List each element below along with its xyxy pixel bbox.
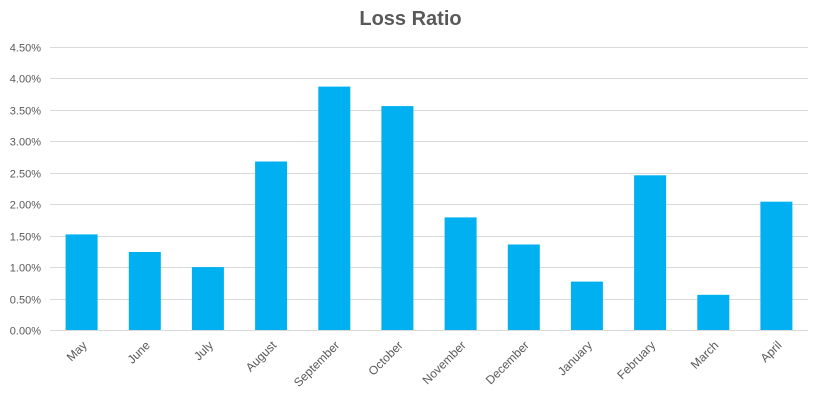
x-category-label: January (555, 338, 595, 378)
bar-december (507, 244, 540, 330)
y-tick-label: 4.50% (10, 43, 41, 55)
x-category-label: May (64, 338, 90, 364)
x-category-label: September (291, 338, 342, 389)
bar-may (65, 234, 98, 330)
bar-february (634, 175, 667, 330)
chart-title: Loss Ratio (359, 8, 462, 30)
y-tick-label: 4.00% (10, 74, 41, 86)
bar-november (444, 217, 477, 330)
bar-october (381, 106, 414, 330)
y-tick-label: 3.00% (10, 137, 41, 149)
y-tick-label: 3.50% (10, 106, 41, 118)
x-category-label: December (483, 338, 532, 387)
y-tick-label: 1.00% (10, 263, 41, 275)
x-category-label: November (420, 338, 469, 387)
y-tick-label: 0.00% (10, 326, 41, 338)
bar-april (760, 201, 793, 330)
bar-august (255, 161, 288, 330)
bar-january (570, 281, 603, 330)
y-tick-label: 0.50% (10, 295, 41, 307)
x-category-label: August (243, 338, 280, 375)
x-category-label: February (614, 338, 658, 382)
x-category-label: April (758, 338, 785, 365)
x-category-label: October (365, 338, 405, 378)
y-tick-label: 1.50% (10, 232, 41, 244)
bar-march (697, 294, 730, 330)
bar-september (318, 86, 351, 330)
bar-july (191, 267, 224, 330)
x-category-label: July (191, 338, 216, 363)
bar-june (128, 252, 161, 330)
y-tick-label: 2.50% (10, 169, 41, 181)
y-tick-label: 2.00% (10, 200, 41, 212)
x-category-label: June (125, 338, 154, 367)
x-category-label: March (688, 338, 721, 371)
